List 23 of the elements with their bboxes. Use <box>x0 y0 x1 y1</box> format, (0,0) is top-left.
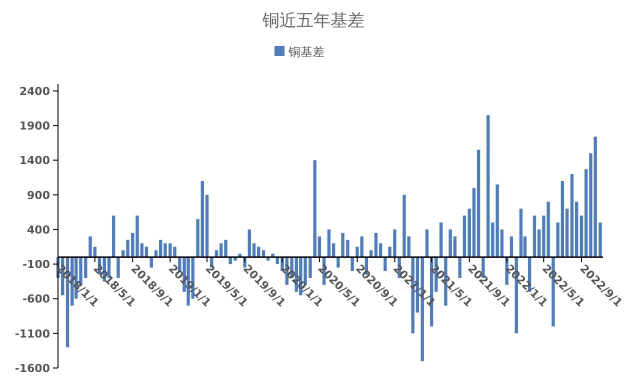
chart-title: 铜近五年基差 <box>262 11 364 31</box>
bar <box>440 222 443 258</box>
bar <box>327 229 331 258</box>
bar <box>112 216 116 258</box>
bar <box>462 216 466 258</box>
y-tick-label: 2400 <box>19 84 50 98</box>
y-tick-label: 900 <box>27 188 50 202</box>
bar <box>271 254 274 258</box>
legend-label: 铜基差 <box>288 45 324 59</box>
bar <box>519 208 523 258</box>
y-tick-label: 1900 <box>19 120 50 133</box>
y-tick-label: 400 <box>27 223 50 236</box>
y-tick-label: -1600 <box>14 362 50 375</box>
bar <box>510 236 514 258</box>
bar <box>476 150 480 258</box>
bar <box>374 232 378 258</box>
y-tick-label: 1400 <box>19 154 50 168</box>
y-tick-label: -100 <box>22 258 50 272</box>
bar <box>532 216 536 258</box>
bar <box>570 174 574 258</box>
y-tick-label: -600 <box>22 292 50 306</box>
bar <box>425 229 429 258</box>
y-tick-label: -1100 <box>14 327 50 340</box>
